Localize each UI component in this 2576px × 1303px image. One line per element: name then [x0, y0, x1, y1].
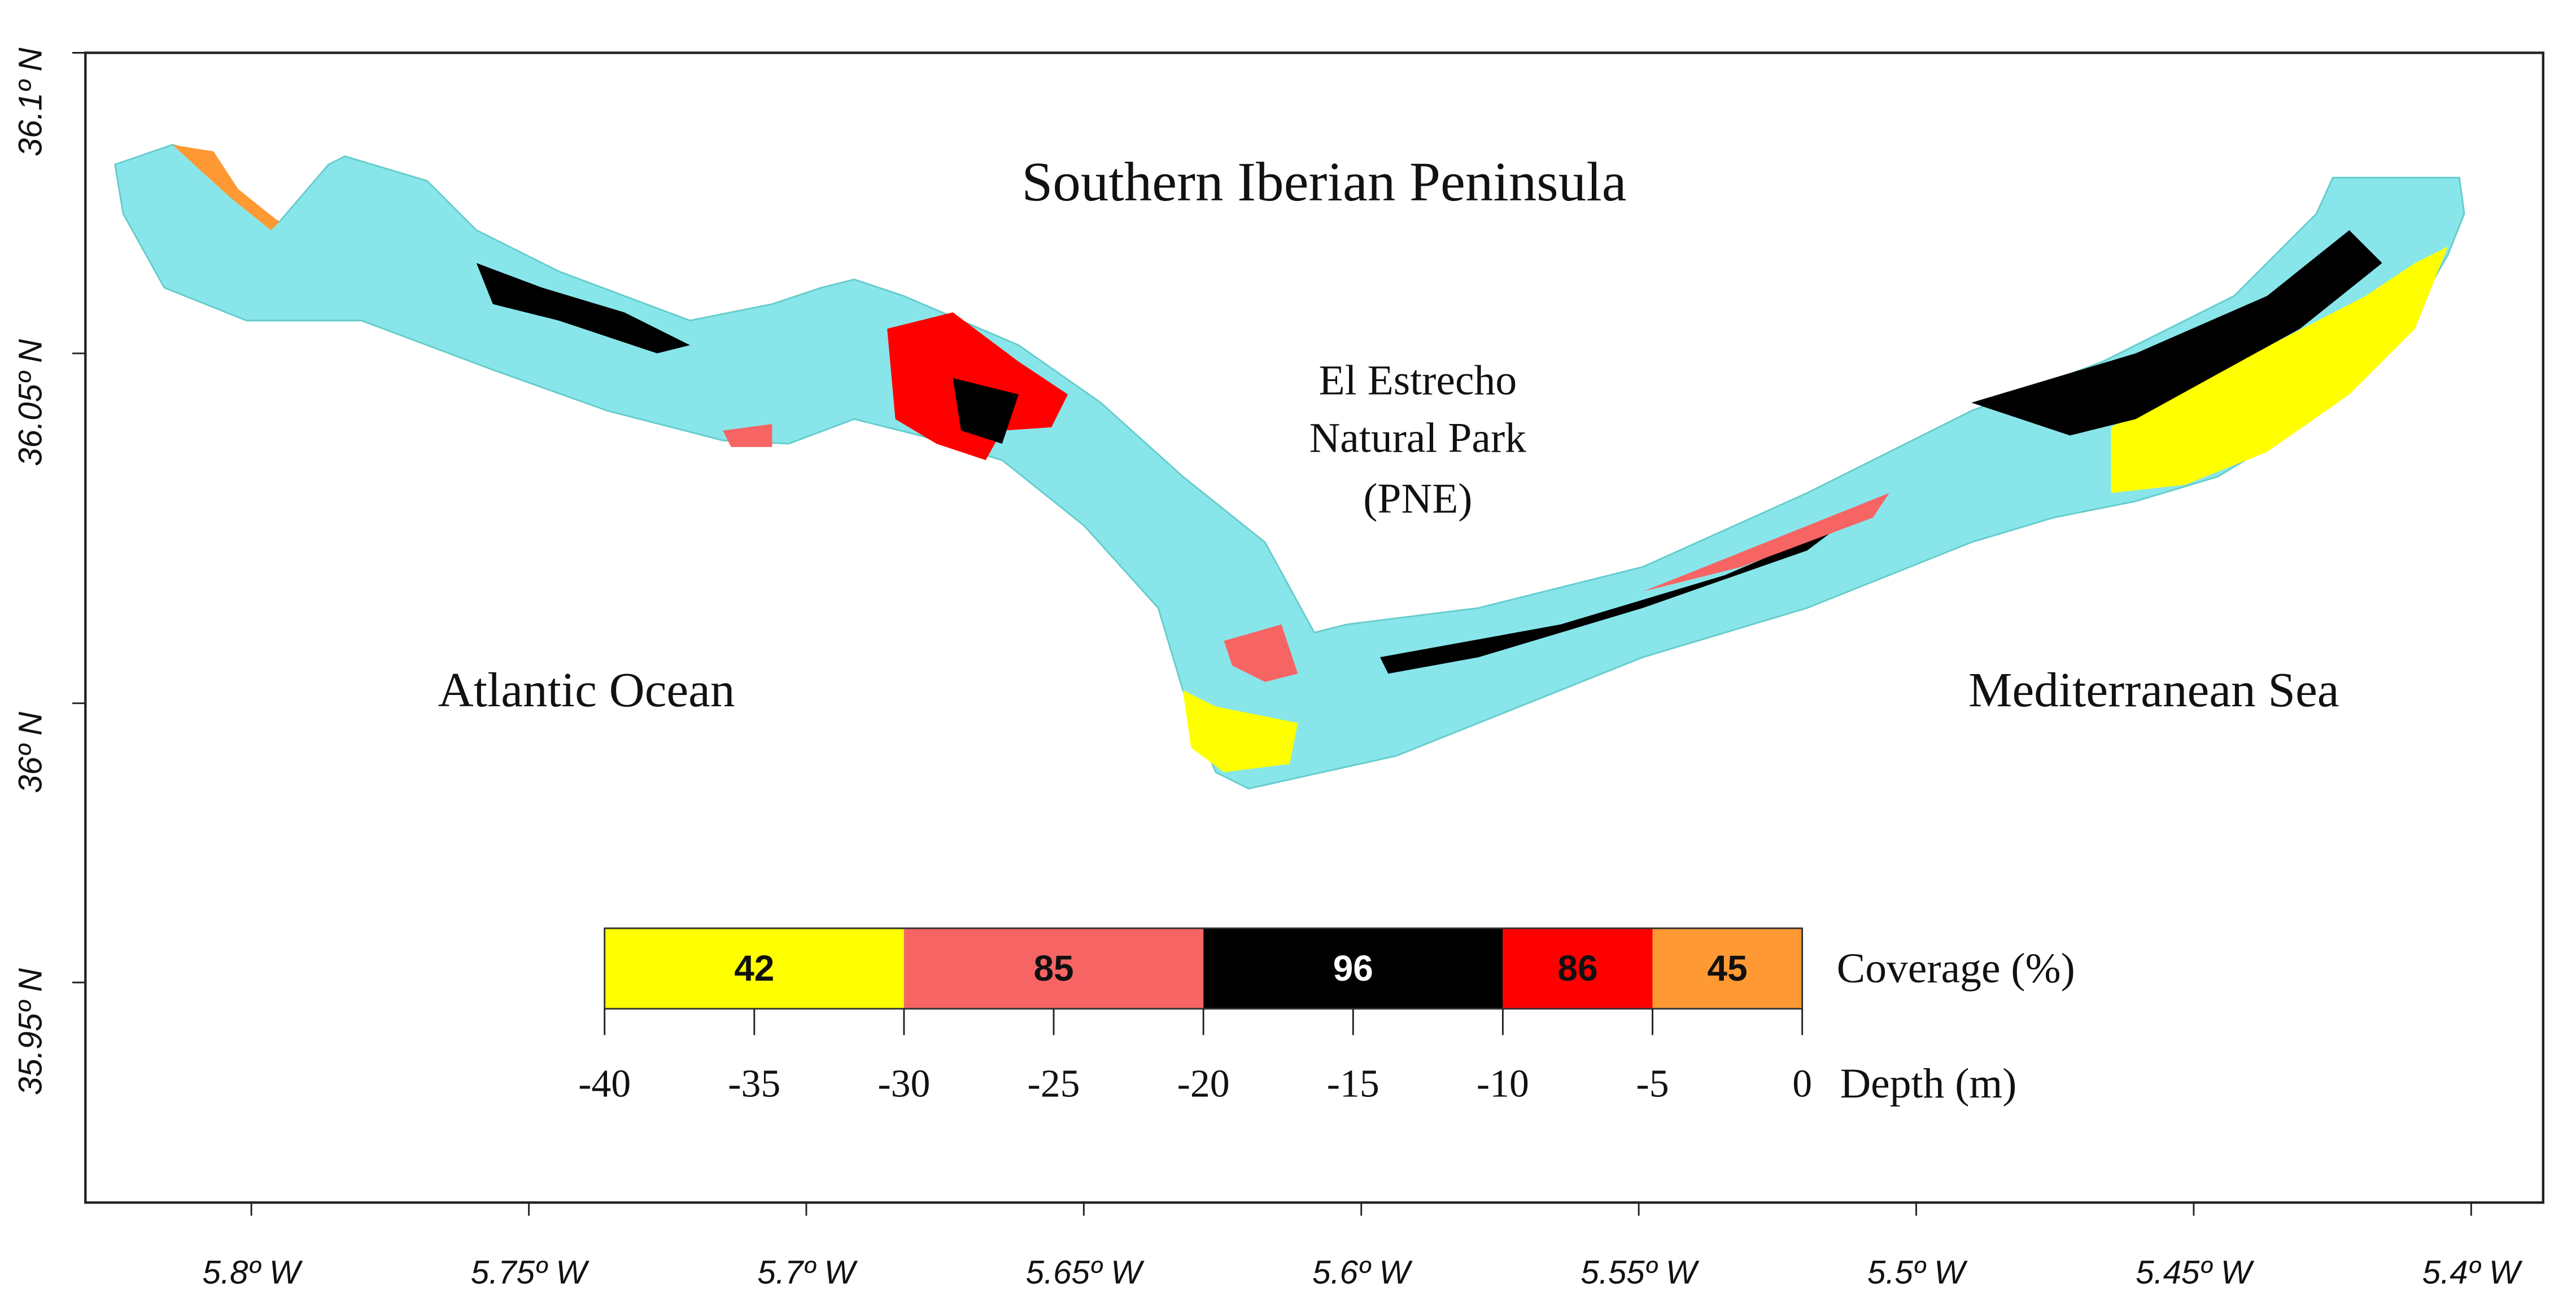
x-tick-label: 5.75º W — [471, 1254, 590, 1291]
legend-swatch — [903, 928, 1204, 1009]
depth-tick-label: 0 — [1792, 1062, 1812, 1105]
legend-swatch — [1503, 928, 1653, 1009]
park-label: (PNE) — [1363, 475, 1472, 522]
coast-strip — [114, 143, 2465, 790]
depth-tick-label: -25 — [1028, 1062, 1080, 1105]
patch — [953, 378, 1019, 444]
legend-swatch — [1203, 928, 1503, 1009]
depth-tick-label: -30 — [877, 1062, 930, 1105]
coverage-value: 85 — [1033, 948, 1073, 989]
patch — [2111, 246, 2448, 493]
y-tick-label: 36.05º N — [12, 339, 49, 466]
sea-label: Atlantic Ocean — [438, 662, 735, 717]
patch — [172, 145, 280, 230]
x-tick-label: 5.5º W — [1867, 1254, 1968, 1291]
patch — [476, 263, 690, 353]
x-tick-label: 5.45º W — [2136, 1254, 2255, 1291]
coverage-value: 86 — [1557, 948, 1597, 989]
coverage-value: 45 — [1707, 948, 1747, 989]
patch — [1224, 624, 1298, 682]
patch — [1379, 526, 1840, 674]
patch — [723, 424, 772, 447]
park-label: El Estrecho — [1318, 357, 1517, 404]
depth-tick-label: -40 — [578, 1062, 631, 1105]
region-label: Southern Iberian Peninsula — [1021, 151, 1626, 213]
x-tick-label: 5.4º W — [2422, 1254, 2523, 1291]
y-tick-label: 36º N — [12, 711, 49, 793]
patch — [1971, 230, 2382, 436]
x-tick-label: 5.8º W — [203, 1254, 303, 1291]
coverage-value: 96 — [1333, 948, 1373, 989]
legend-swatch — [1652, 928, 1802, 1009]
depth-tick-label: -5 — [1636, 1062, 1669, 1105]
sea-label: Mediterranean Sea — [1968, 662, 2339, 717]
legend-swatch — [604, 928, 904, 1009]
legend-title: Coverage (%) — [1837, 945, 2075, 992]
depth-tick-label: -15 — [1327, 1062, 1379, 1105]
patch — [1182, 690, 1298, 772]
park-label: Natural Park — [1309, 414, 1526, 461]
x-tick-label: 5.6º W — [1312, 1254, 1413, 1291]
x-tick-label: 5.65º W — [1026, 1254, 1145, 1291]
depth-tick-label: -20 — [1177, 1062, 1230, 1105]
x-tick-label: 5.7º W — [757, 1254, 858, 1291]
y-tick-label: 36.1º N — [12, 47, 49, 156]
legend-title: Depth (m) — [1840, 1060, 2017, 1107]
depth-tick-label: -10 — [1477, 1062, 1529, 1105]
map-frame — [84, 51, 2544, 1204]
y-tick-label: 35.95º N — [12, 968, 49, 1095]
x-tick-label: 5.55º W — [1580, 1254, 1700, 1291]
depth-tick-label: -35 — [728, 1062, 780, 1105]
coverage-value: 42 — [734, 948, 774, 989]
